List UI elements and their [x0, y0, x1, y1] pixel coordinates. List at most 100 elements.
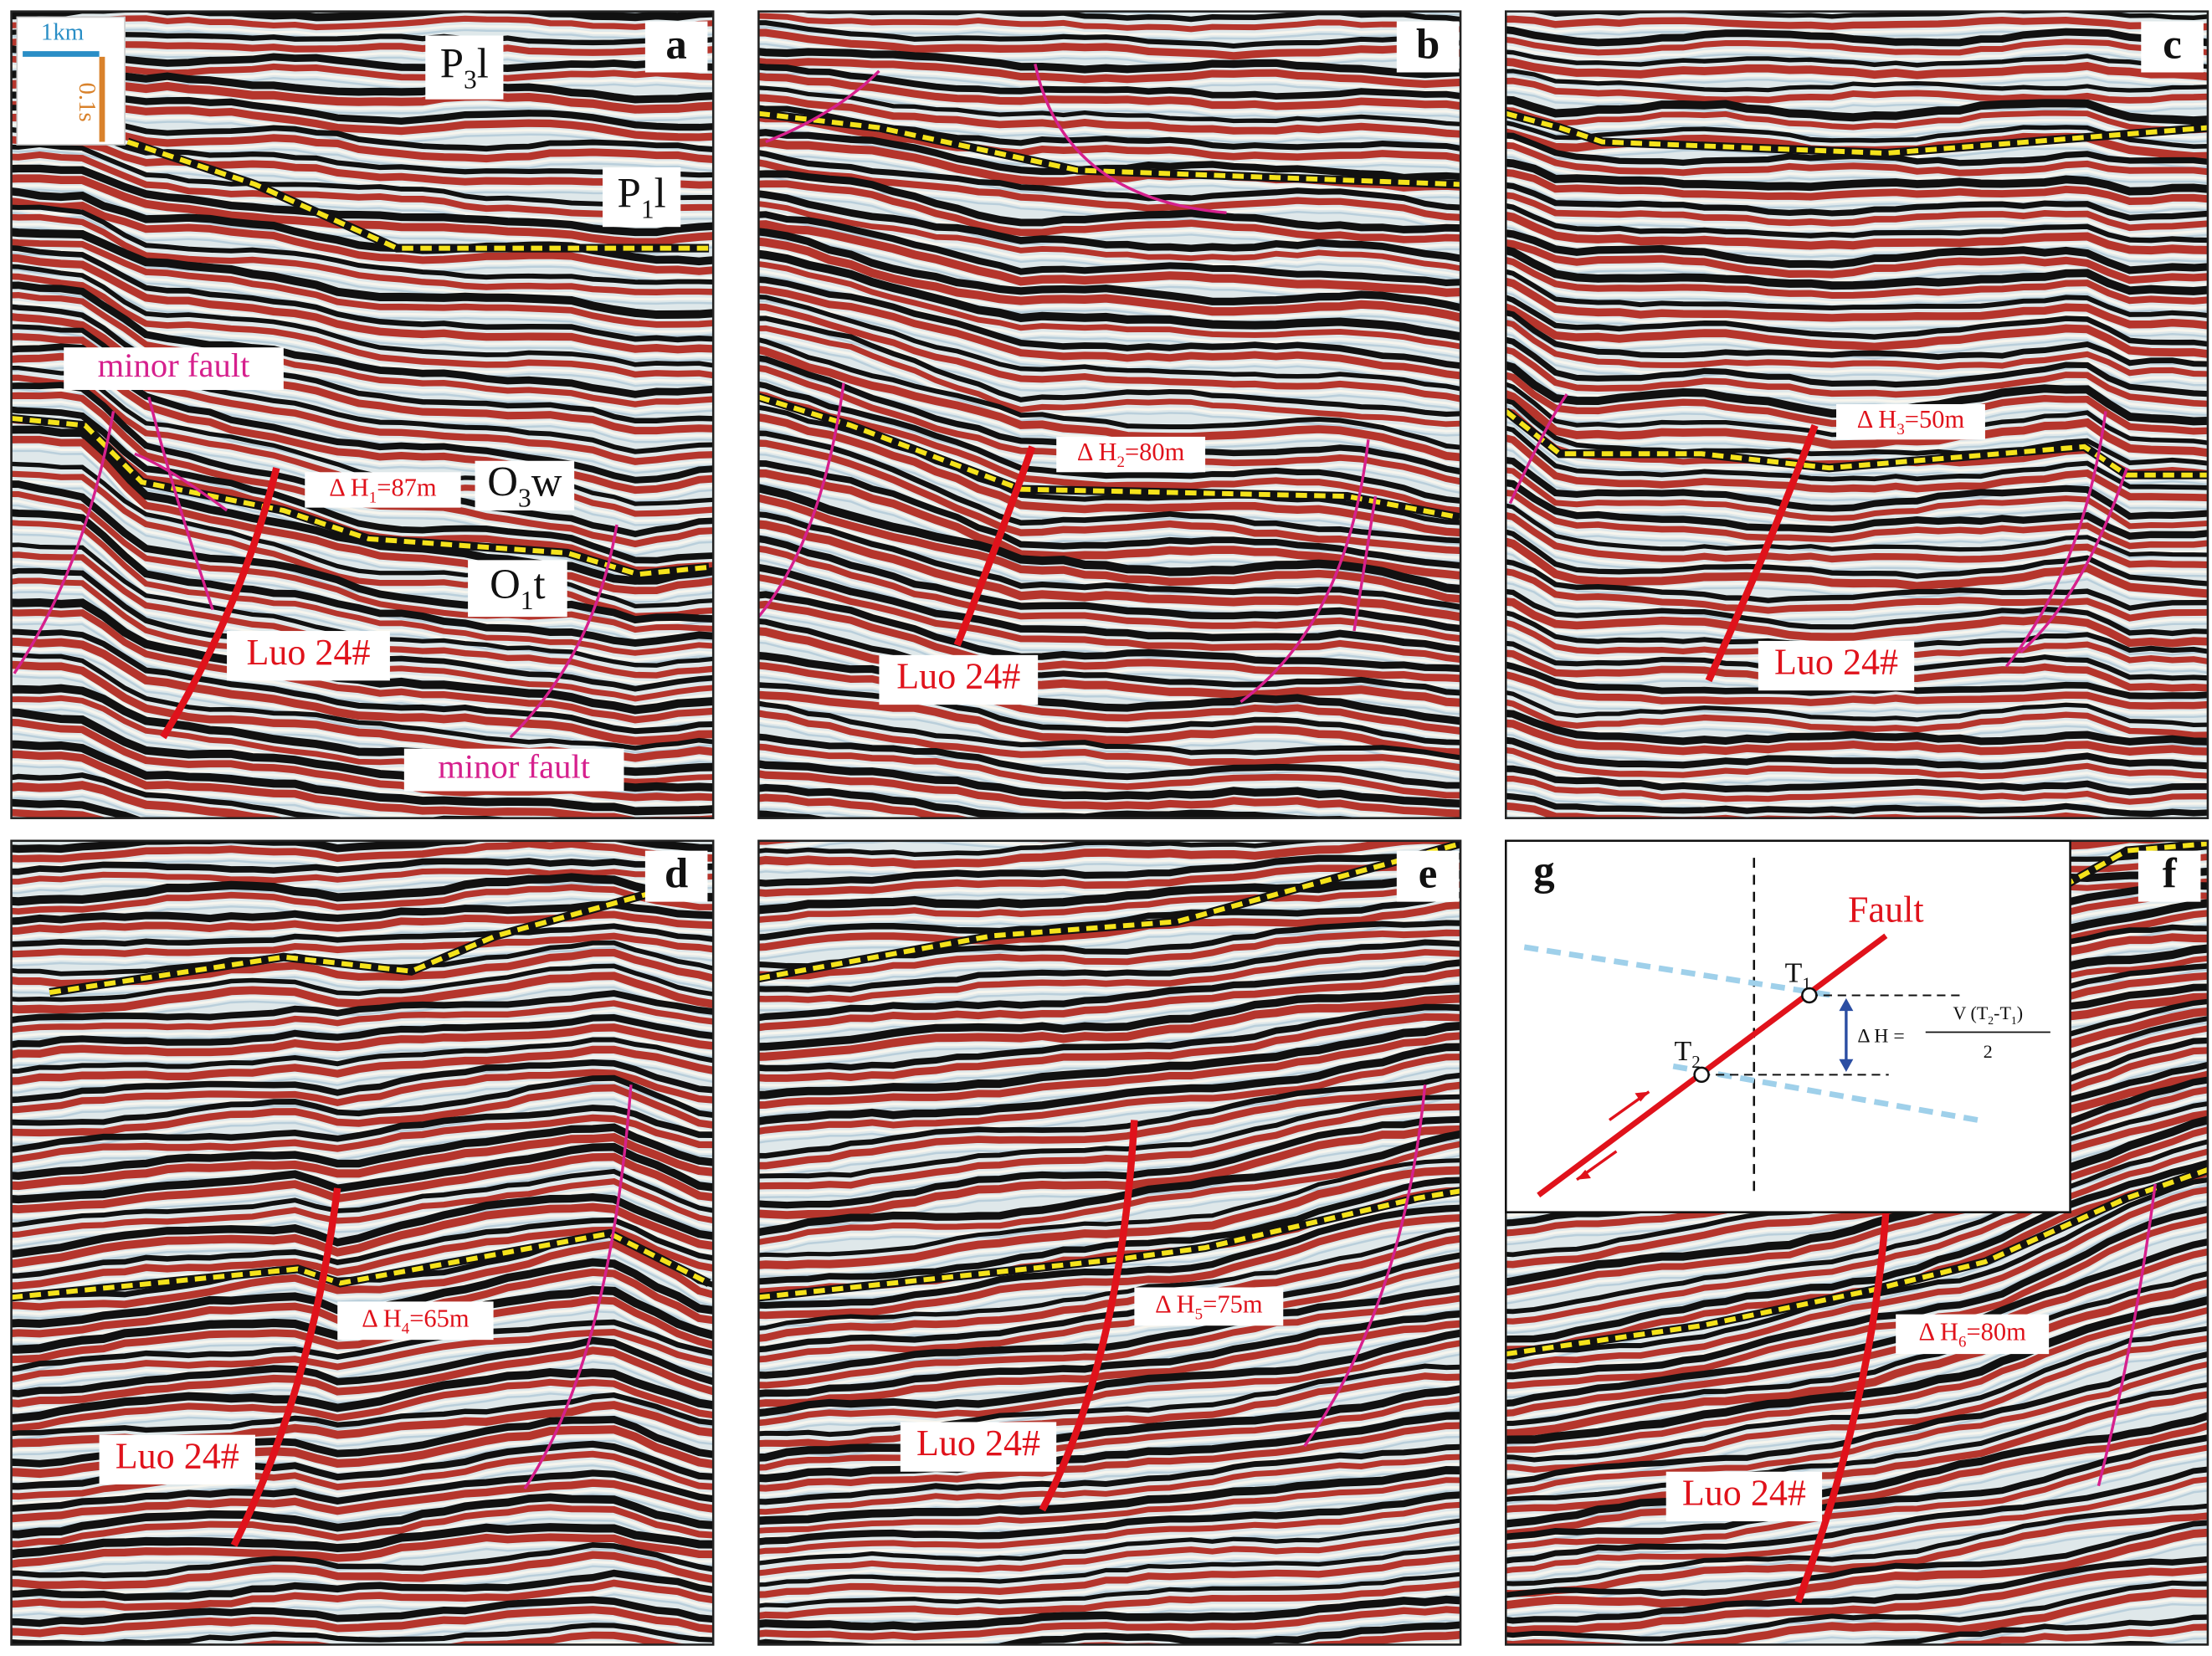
seismic-trough [758, 1329, 1461, 1418]
seismic-peak [758, 58, 1461, 89]
fault-label: Luo 24# [1774, 642, 1898, 683]
seismic-peak [1506, 1126, 2208, 1296]
seismic-peak [1506, 320, 2208, 377]
seismic-peak [1506, 107, 2208, 134]
seismic-trough [1506, 1351, 2208, 1485]
subscript: 2 [1988, 1014, 1994, 1027]
seismic-peak [11, 932, 714, 958]
seismic-peak [758, 1166, 1461, 1269]
seismic-trough [758, 651, 1461, 725]
seismic-white [11, 849, 714, 868]
text-part: T [1785, 958, 1803, 989]
seismic-peak [11, 1329, 714, 1383]
seismic-white [11, 362, 714, 499]
seismic-peak [1506, 467, 2208, 530]
text-part: l [654, 169, 666, 216]
seismic-peak [1934, 1623, 2208, 1645]
scale-km: 1km [41, 18, 84, 45]
seismic-white [1443, 11, 1455, 13]
seismic-trough [758, 783, 1435, 818]
subscript: 6 [1958, 1333, 1966, 1351]
seismic-trough [758, 1571, 1461, 1608]
seismic-peak [758, 743, 1461, 799]
seismic-blue [744, 1646, 1467, 1652]
seismic-peak [1506, 77, 2208, 104]
seismic-peak [11, 213, 714, 296]
seismic-trough [758, 1130, 1461, 1237]
label-box [1396, 21, 1460, 73]
seismic-peak [758, 1081, 1461, 1170]
seismic-trough [1506, 158, 2208, 196]
seismic-blue [11, 946, 714, 967]
minor-fault [13, 411, 115, 674]
seismic-white [758, 82, 1461, 115]
seismic-peak [758, 840, 1070, 845]
seismic-trough [11, 509, 714, 647]
slip-head [1635, 1091, 1650, 1102]
minor-fault [1352, 495, 1378, 632]
subscript: 5 [1195, 1305, 1203, 1323]
seismic-white [758, 938, 1461, 985]
seismic-trough [758, 63, 1461, 100]
seismic-peak [11, 151, 714, 218]
horizon [49, 876, 703, 996]
seismic-peak [758, 1214, 1461, 1320]
seismic-peak [758, 1320, 1461, 1407]
seismic-trough [11, 1013, 714, 1048]
seismic-white [1506, 1257, 2208, 1422]
panel-letter: g [1533, 847, 1554, 894]
seismic-trough [758, 939, 1461, 993]
seismic-trough [1506, 529, 2208, 587]
seismic-white [11, 1459, 714, 1505]
seismic-white [1491, 1, 2212, 9]
seismic-peak [1506, 1391, 2208, 1514]
seismic-trough [758, 760, 1461, 808]
seismic-peak [1506, 597, 2208, 648]
seismic-trough [758, 959, 1461, 1022]
seismic-trough [758, 228, 1461, 312]
seismic-peak [11, 637, 714, 746]
seismic-trough [1506, 1503, 2208, 1587]
seismic-trough [11, 1059, 714, 1104]
throw-label: Δ H5=75m [1155, 1289, 1263, 1323]
panel: d Δ H4=65m Luo 24# [10, 839, 715, 1646]
seismic-white [11, 1615, 714, 1642]
seismic-peak [11, 1551, 714, 1590]
subscript: 1 [1802, 974, 1811, 994]
seismic-white [1506, 67, 2208, 85]
seismic-trough [758, 1284, 1461, 1379]
seismic-white [758, 1112, 1461, 1195]
seismic-trough [11, 281, 714, 398]
seismic-trough [11, 304, 714, 424]
seismic-peak [1506, 1186, 2208, 1371]
seismic-peak [11, 435, 714, 595]
text-part: =75m [1203, 1289, 1263, 1318]
seismic-white [758, 1090, 1461, 1175]
subscript: 3 [518, 483, 531, 512]
text-part: t [534, 561, 546, 608]
seismic-trough [11, 1193, 714, 1259]
seismic-peak [1506, 256, 2208, 305]
seismic-trough [1506, 1270, 2208, 1427]
seismic-trough [758, 733, 1461, 789]
seismic-trough [1506, 397, 2208, 466]
seismic-section [11, 840, 714, 1645]
seismic-white [11, 1489, 714, 1527]
seismic-trough [758, 591, 1461, 673]
seismic-peak [11, 1114, 714, 1164]
seismic-trough [11, 204, 714, 285]
text-part: Δ H [329, 473, 369, 501]
slip-head [1576, 1169, 1591, 1180]
seismic-peak [11, 608, 714, 724]
minor-fault [765, 69, 880, 144]
seismic-peak [1506, 671, 2208, 710]
seismic-trough [11, 1217, 714, 1279]
horizon [11, 415, 710, 577]
main-fault [160, 467, 280, 740]
seismic-trough [1506, 203, 2208, 244]
minor-fault [523, 1084, 633, 1489]
seismic-white [1506, 784, 2208, 811]
seismic-trough [758, 1003, 1461, 1072]
seismic-blue [1506, 1405, 2208, 1522]
seismic-white [758, 1063, 1461, 1140]
